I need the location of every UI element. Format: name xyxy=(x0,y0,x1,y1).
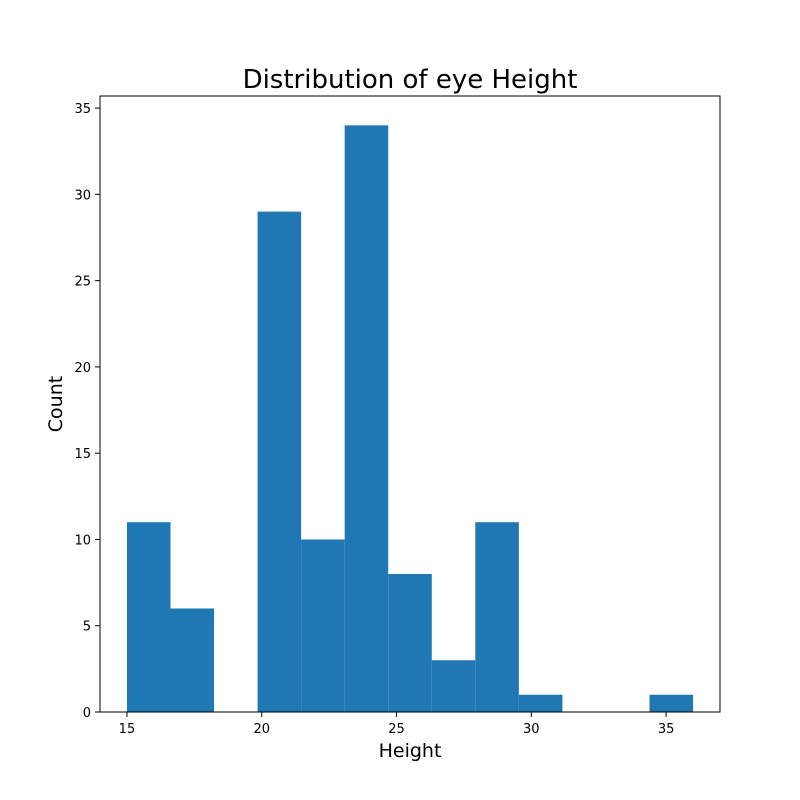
x-axis-title: Height xyxy=(379,740,442,762)
y-tick-label: 30 xyxy=(74,188,91,203)
y-axis-title: Count xyxy=(45,376,67,432)
x-tick-label: 25 xyxy=(388,722,405,737)
y-tick-label: 10 xyxy=(74,533,91,548)
histogram-bar xyxy=(518,694,563,712)
histogram-bar xyxy=(257,211,302,712)
y-tick-label: 5 xyxy=(83,620,91,635)
histogram-bar xyxy=(344,125,389,713)
x-axis-ticks: 15 20 25 30 35 xyxy=(119,712,675,737)
y-tick-label: 20 xyxy=(74,361,91,376)
histogram-bar xyxy=(431,660,476,712)
x-tick-label: 20 xyxy=(253,722,270,737)
y-tick-label: 15 xyxy=(74,447,91,462)
histogram-bars xyxy=(126,125,694,713)
histogram-bar xyxy=(475,522,519,712)
y-axis-ticks: 0 5 10 15 20 25 30 35 xyxy=(74,102,100,721)
histogram-bar xyxy=(126,522,171,712)
plot-frame xyxy=(99,95,721,713)
histogram-bar xyxy=(170,608,215,712)
y-tick-label: 35 xyxy=(74,102,91,117)
x-tick-label: 30 xyxy=(523,722,540,737)
x-tick-label: 35 xyxy=(658,722,675,737)
y-tick-label: 0 xyxy=(83,706,91,721)
x-tick-label: 15 xyxy=(119,722,136,737)
histogram-bar xyxy=(301,539,345,712)
chart-title: Distribution of eye Height xyxy=(243,65,578,95)
histogram-bar xyxy=(649,694,694,712)
histogram-bar xyxy=(388,573,432,712)
y-tick-label: 25 xyxy=(74,275,91,290)
